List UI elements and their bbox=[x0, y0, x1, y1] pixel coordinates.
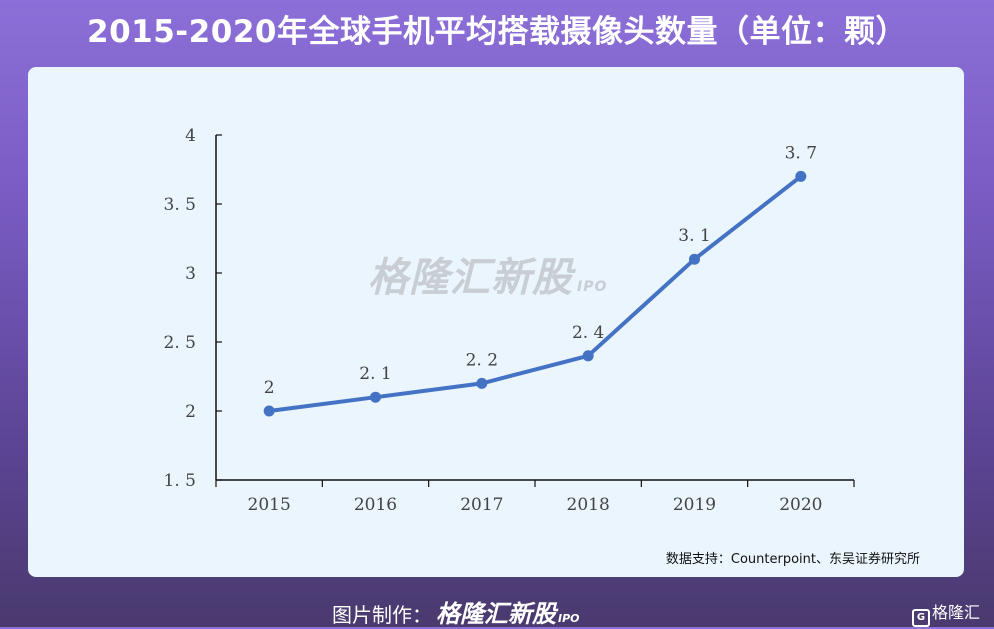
y-tick-label: 3. 5 bbox=[164, 195, 196, 215]
credit-brand: 格隆汇新股 IPO bbox=[436, 600, 580, 628]
data-label: 2. 2 bbox=[466, 350, 498, 370]
logo-icon: G bbox=[911, 609, 930, 627]
x-tick-label: 2019 bbox=[673, 495, 716, 515]
data-point bbox=[582, 350, 594, 362]
data-label: 2. 1 bbox=[359, 364, 391, 384]
data-point bbox=[263, 405, 275, 417]
x-tick-label: 2017 bbox=[460, 495, 503, 515]
data-point bbox=[370, 391, 381, 403]
line-chart: 1. 5 2 2. 5 3 3. 5 4 2015 2016 2017 2018 2019 2020 2… bbox=[164, 126, 855, 515]
watermark-brand: 格隆汇新股 bbox=[368, 255, 573, 301]
x-tick-label: 2015 bbox=[248, 495, 291, 515]
footer: 图片制作： 格隆汇新股 IPO G 格隆汇 bbox=[0, 590, 994, 629]
data-label: 3. 1 bbox=[678, 226, 710, 246]
x-tick-label: 2020 bbox=[779, 495, 822, 515]
data-point bbox=[795, 170, 807, 182]
source-note: 数据支持：Counterpoint、东吴证券研究所 bbox=[665, 552, 920, 567]
data-label: 3. 7 bbox=[785, 143, 817, 163]
data-point bbox=[689, 253, 700, 265]
data-point bbox=[476, 377, 488, 389]
credit-brand-sub: IPO bbox=[558, 612, 580, 625]
y-tick-label: 3 bbox=[185, 264, 196, 284]
data-label: 2. 4 bbox=[572, 323, 604, 343]
series-line bbox=[268, 174, 803, 413]
y-tick-label: 1. 5 bbox=[164, 471, 196, 491]
chart-panel: 1. 5 2 2. 5 3 3. 5 4 2015 2016 2017 2018 2019 2020 2… bbox=[28, 67, 964, 577]
y-tick-label: 2. 5 bbox=[164, 333, 196, 353]
watermark: 格隆汇新股 IPO bbox=[368, 245, 607, 303]
data-label: 2 bbox=[264, 378, 275, 398]
chart-title: 2015-2020年全球手机平均搭载摄像头数量（单位：颗） bbox=[87, 14, 907, 50]
watermark-sub: IPO bbox=[577, 279, 608, 295]
y-tick-label: 4 bbox=[185, 126, 196, 146]
y-tick-label: 2 bbox=[185, 402, 196, 422]
credit: 图片制作： 格隆汇新股 IPO bbox=[332, 594, 580, 629]
x-tick-label: 2018 bbox=[567, 495, 610, 515]
x-tick-label: 2016 bbox=[354, 495, 397, 515]
logo-text: 格隆汇 bbox=[931, 603, 980, 622]
credit-label: 图片制作： bbox=[332, 603, 432, 627]
credit-brand-name: 格隆汇新股 bbox=[436, 600, 556, 628]
brand-logo: G 格隆汇 bbox=[911, 599, 980, 627]
